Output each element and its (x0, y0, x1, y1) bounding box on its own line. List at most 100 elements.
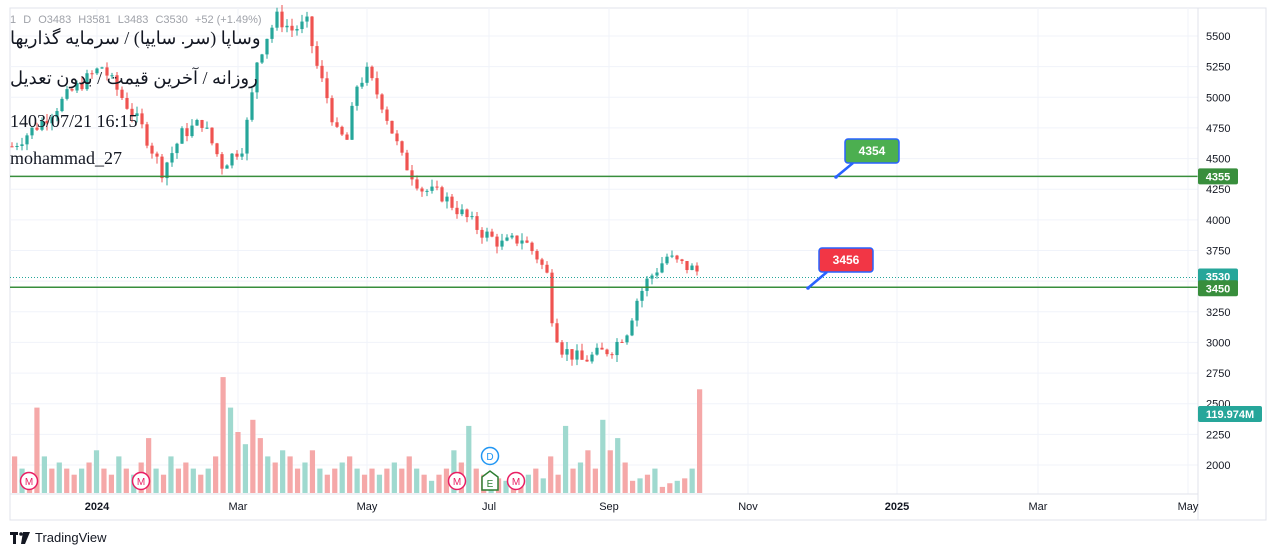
volume-bar (585, 450, 591, 493)
candle-body (100, 67, 104, 69)
candle-body (610, 354, 614, 356)
candle-body (50, 117, 54, 124)
candle-body (170, 153, 174, 163)
grid-layer (10, 8, 1198, 494)
price-badge-volume (1198, 406, 1262, 422)
candle-body (175, 143, 179, 154)
volume-bar (503, 480, 509, 493)
candle-body (540, 259, 544, 265)
candle-body (245, 119, 249, 154)
candle-body (335, 122, 339, 127)
volume-bar (160, 474, 167, 493)
price-badge-text: 4355 (1206, 171, 1230, 183)
volume-bar (592, 468, 598, 493)
candle-body (250, 92, 254, 120)
candle-body (490, 231, 494, 237)
candle-body (135, 113, 139, 116)
candle-body (605, 349, 609, 355)
volume-bar (414, 468, 420, 493)
volume-bar (562, 425, 569, 493)
candle-body (530, 242, 534, 252)
candle-body (55, 111, 59, 118)
candle-body (525, 240, 529, 243)
candle-body (150, 145, 154, 154)
volume-bar (71, 474, 77, 493)
price-axis[interactable]: 2000225025002750300032503500375040004250… (1206, 31, 1230, 472)
candle-body (345, 134, 349, 140)
price-badge-text: 3450 (1206, 283, 1230, 295)
volume-bar (227, 407, 234, 493)
volume-bar (324, 474, 330, 493)
candle-body (460, 209, 464, 215)
time-tick-label: Mar (229, 501, 248, 513)
candle-body (415, 179, 419, 189)
candle-body (390, 120, 394, 134)
candle-body (600, 347, 604, 350)
candle-body (470, 216, 474, 218)
chart-border (9, 7, 1267, 521)
callouts-layer[interactable]: 4354 3456 (806, 138, 900, 290)
volume-bar (406, 456, 412, 493)
candle-body (630, 320, 634, 336)
candle-body (210, 127, 214, 144)
price-tick-label: 5250 (1206, 62, 1230, 74)
volume-bar (34, 407, 40, 493)
candle-body (350, 105, 354, 140)
candle-body (30, 127, 34, 136)
volume-bar (637, 478, 643, 493)
volume-bar (689, 468, 695, 493)
volume-bar (220, 377, 226, 493)
candle-body (330, 98, 334, 123)
time-tick-label: May (1178, 501, 1199, 513)
candle-body (570, 349, 574, 360)
volume-bar (49, 468, 55, 493)
volume-bar (421, 474, 427, 493)
volume-bar (198, 474, 204, 493)
price-badge-line (1198, 168, 1238, 185)
candle-body (155, 153, 159, 157)
candle-body (575, 350, 579, 360)
volume-bar (622, 462, 628, 493)
candle-body (145, 124, 149, 146)
candle-body (110, 75, 114, 77)
candle-body (580, 350, 584, 360)
volume-bar (257, 438, 263, 493)
candle-body (260, 54, 264, 63)
candle-body (205, 127, 209, 129)
volume-bar (428, 480, 435, 493)
volume-bar (287, 456, 293, 493)
candle-body (555, 323, 559, 343)
volume-bar (190, 468, 196, 493)
dividend-marker-icon (447, 471, 467, 491)
candle-body (550, 272, 554, 324)
earnings-marker-icon (481, 470, 499, 491)
candle-body (310, 16, 314, 47)
candle-body (165, 162, 169, 179)
volume-bar (682, 478, 688, 493)
candle-body (300, 21, 304, 30)
volume-bar (294, 468, 301, 493)
candle-body (560, 342, 564, 355)
candle-body (455, 207, 459, 215)
volume-bar (332, 468, 338, 493)
candle-body (685, 261, 689, 271)
volume-bar (168, 456, 174, 493)
time-axis[interactable]: 2024 Mar May Jul Sep Nov 2025 Mar May (85, 501, 1199, 513)
candle-body (255, 62, 259, 93)
volume-bar (56, 462, 62, 493)
volume-bar (369, 468, 375, 493)
ohlc-low: L3483 (117, 14, 149, 26)
volume-bar (376, 474, 383, 493)
candle-body (645, 278, 649, 291)
candle-body (265, 38, 269, 55)
ohlc-change: +52 (+1.49%) (194, 14, 262, 26)
candle-body (160, 156, 164, 179)
candle-body (370, 66, 374, 79)
footer[interactable]: TradingView (10, 530, 107, 545)
candle-body (35, 127, 39, 130)
candle-body (445, 196, 449, 202)
volume-bar (86, 462, 92, 493)
volume-bar (629, 480, 636, 493)
candle-body (535, 251, 539, 260)
